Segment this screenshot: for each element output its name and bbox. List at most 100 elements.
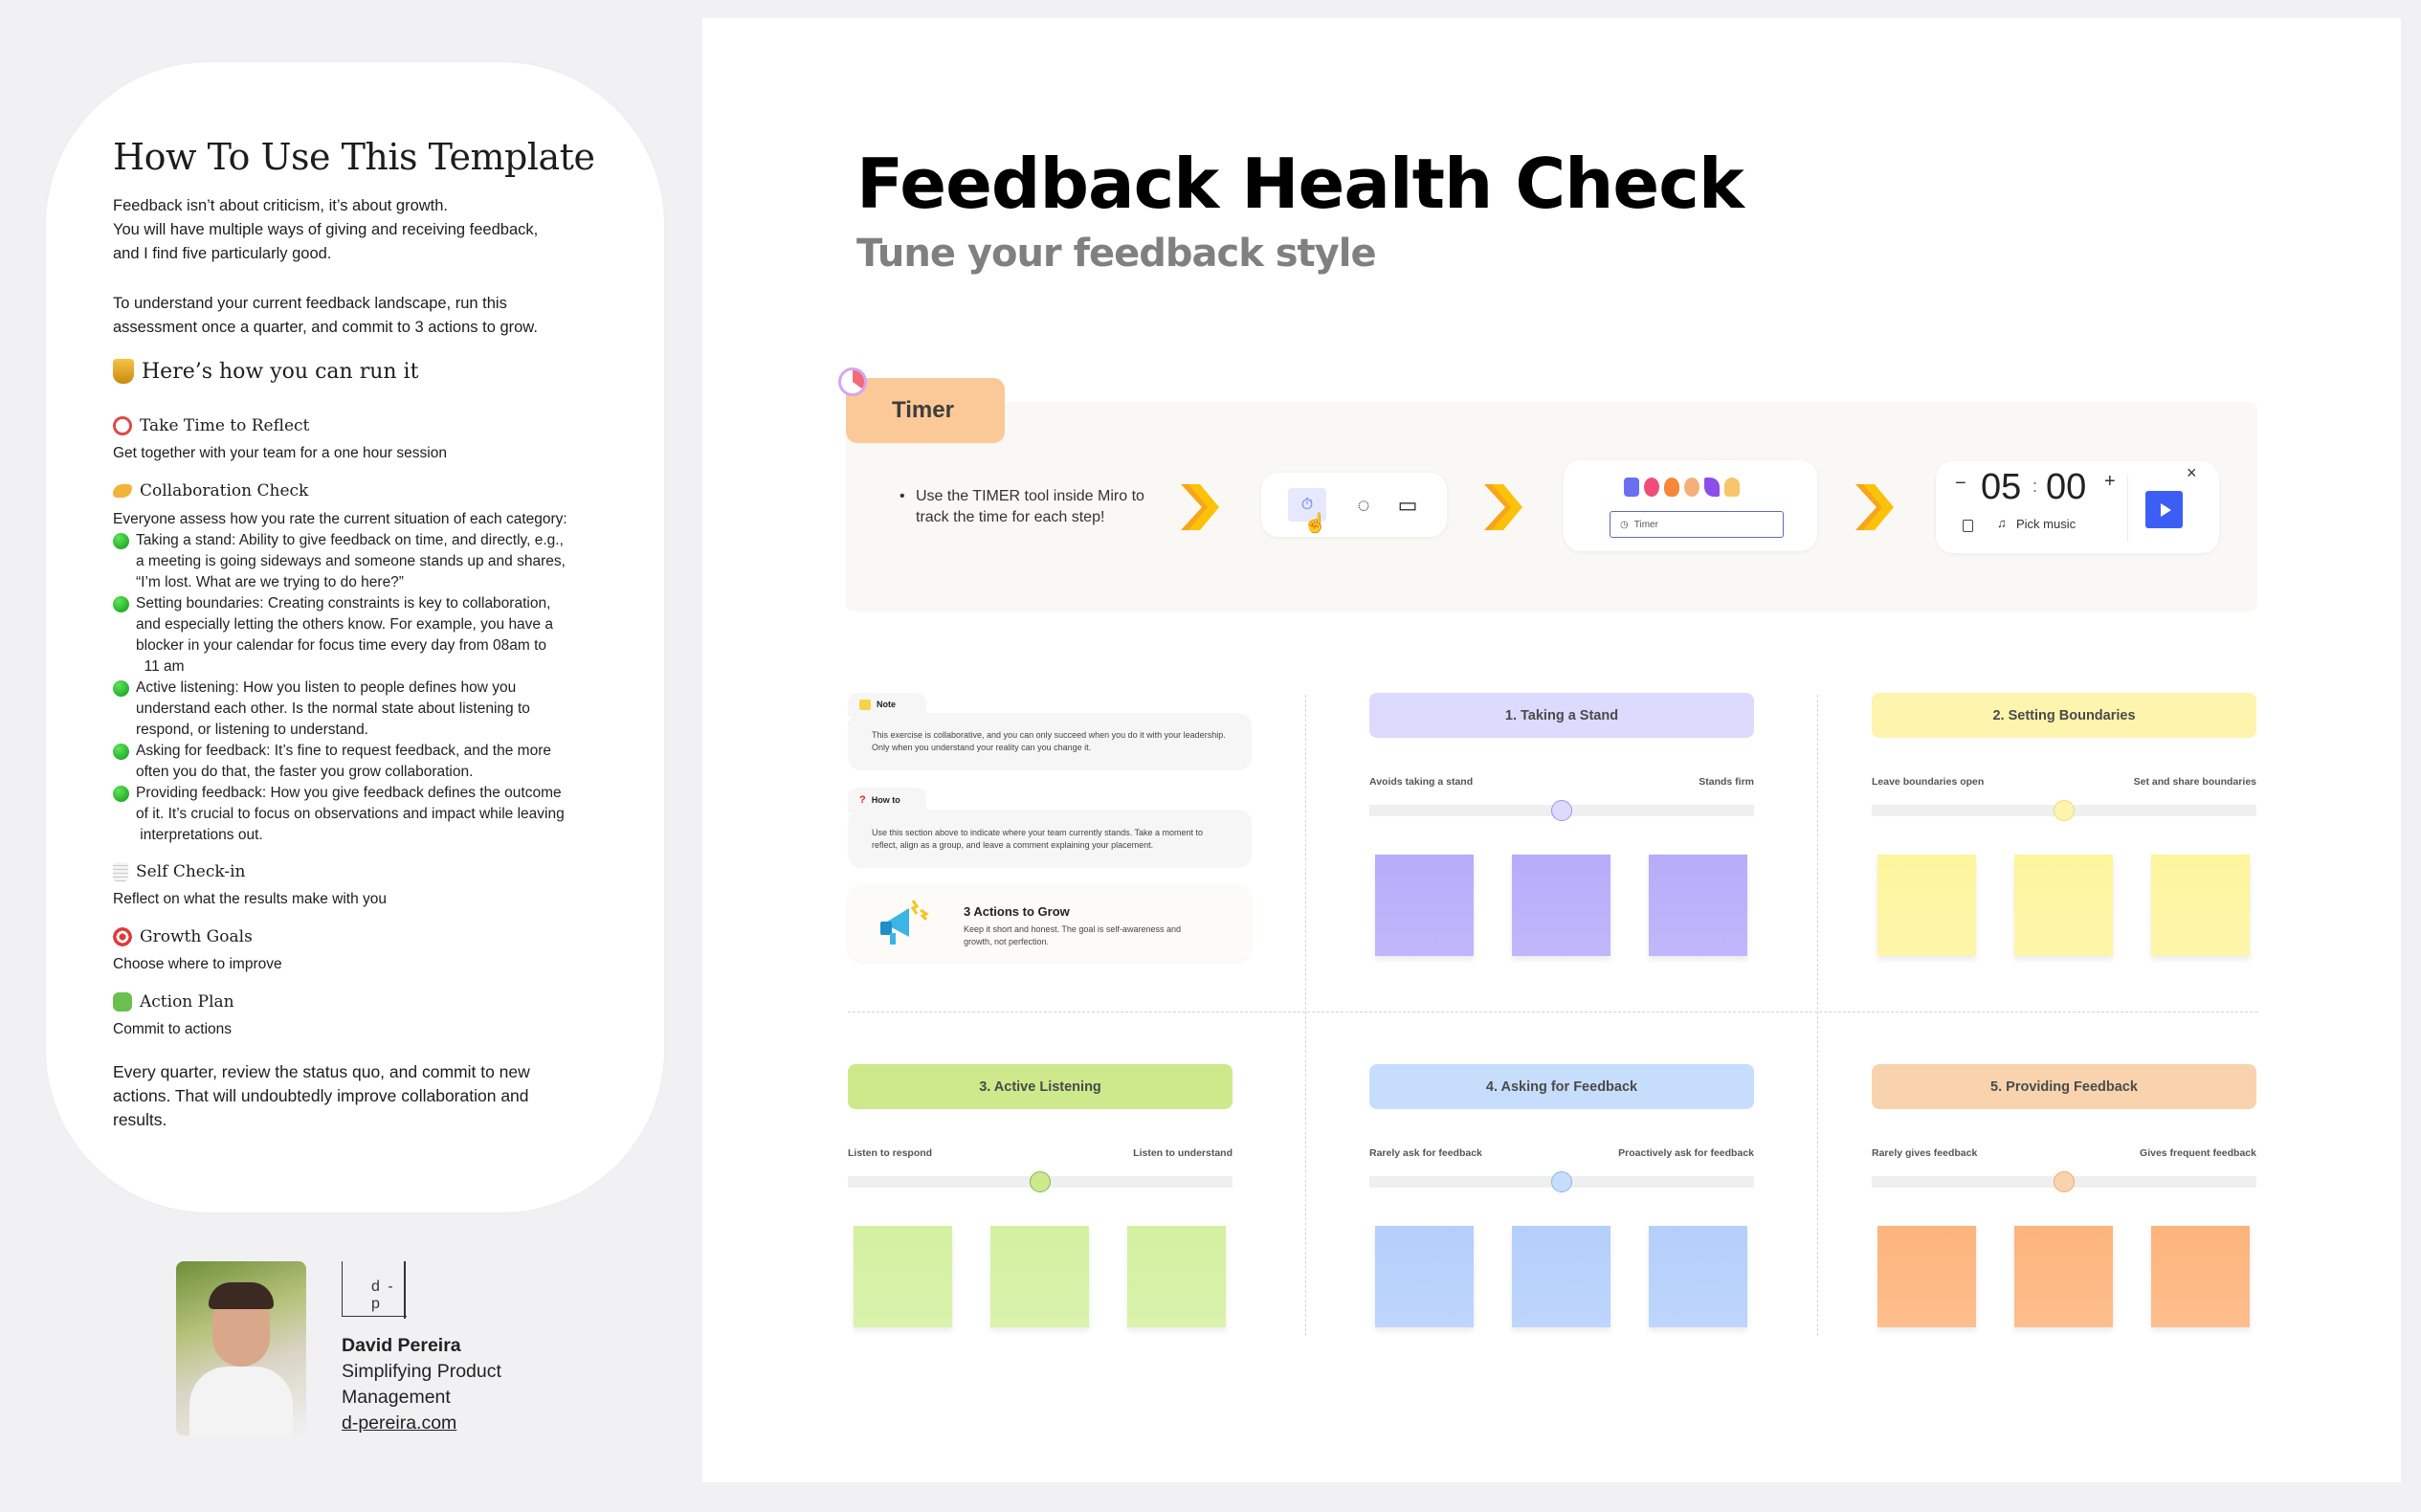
sticky-note[interactable]: [2151, 855, 2250, 956]
text-line: You will have multiple ways of giving an…: [113, 221, 539, 238]
category-title: 1. Taking a Stand: [1504, 707, 1619, 723]
hair-shape: [209, 1282, 274, 1309]
video-icon[interactable]: ▭: [1397, 492, 1418, 517]
thumbs-up-icon[interactable]: [1624, 478, 1639, 497]
timer-instruction: • Use the TIMER tool inside Miro to trac…: [900, 486, 1144, 528]
text-line: To understand your current feedback land…: [113, 295, 507, 312]
party-popper-icon[interactable]: [1704, 478, 1720, 497]
category-header: 3. Active Listening: [848, 1064, 1233, 1109]
text-line: Active listening: How you listen to peop…: [136, 679, 517, 696]
decrease-time-button[interactable]: −: [1955, 473, 1966, 494]
author-tagline: Management: [342, 1387, 451, 1408]
pick-music-button[interactable]: Pick music: [2016, 517, 2077, 531]
sticky-note[interactable]: [1649, 855, 1747, 956]
text-line: and I find five particularly good.: [113, 245, 332, 262]
puzzle-icon: [113, 992, 132, 1012]
logo-bar: [404, 1261, 406, 1319]
sticky-note[interactable]: [1877, 855, 1976, 956]
sticky-note[interactable]: [854, 1226, 952, 1327]
shirt-shape: [189, 1367, 293, 1435]
sticky-note[interactable]: [2014, 855, 2113, 956]
step-collaboration-check: Collaboration Check: [113, 481, 308, 500]
sticky-note[interactable]: [1877, 1226, 1976, 1327]
scale-left-label: Listen to respond: [848, 1147, 933, 1159]
scale-slider-thumb[interactable]: [1551, 1171, 1572, 1192]
howto-tab: ? How to: [848, 788, 926, 812]
heart-icon[interactable]: [1644, 478, 1659, 497]
sticky-note[interactable]: [1512, 1226, 1610, 1327]
wave-hand-icon[interactable]: [1724, 478, 1740, 497]
sticky-note[interactable]: [1375, 1226, 1474, 1327]
search-placeholder: Timer: [1633, 519, 1658, 530]
scale-left-label: Rarely gives feedback: [1872, 1147, 1978, 1159]
step-action-plan: Action Plan: [113, 992, 234, 1012]
step-title: Growth Goals: [140, 927, 253, 946]
text-line: assessment once a quarter, and commit to…: [113, 319, 538, 336]
author-info: David Pereira Simplifying Product Manage…: [342, 1333, 501, 1436]
sticky-note[interactable]: [990, 1226, 1089, 1327]
category-taking-a-stand: 1. Taking a Stand Avoids taking a stand St…: [1369, 693, 1754, 961]
sticky-note-icon: [859, 699, 871, 710]
scale-slider-thumb[interactable]: [2054, 800, 2075, 821]
step-desc: Choose where to improve: [113, 956, 282, 972]
mind-blown-icon[interactable]: [1684, 478, 1699, 497]
category-header: 5. Providing Feedback: [1872, 1064, 2256, 1109]
scale-left-label: Avoids taking a stand: [1369, 776, 1474, 788]
hand-cursor-icon: ☝: [1303, 513, 1327, 534]
category-header: 1. Taking a Stand: [1369, 693, 1754, 738]
notepad-icon: [113, 862, 128, 881]
scale-slider-thumb[interactable]: [2054, 1171, 2075, 1192]
chevron-right-icon: [1181, 484, 1219, 530]
fire-icon[interactable]: [1664, 478, 1679, 497]
add-to-board-icon[interactable]: [1963, 520, 1973, 532]
text-line: Setting boundaries: Creating constraints…: [136, 595, 551, 611]
text-line: reflect, align as a group, and leave a c…: [872, 840, 1154, 850]
bullet-active-listening: Active listening: How you listen to peop…: [113, 678, 566, 741]
chat-icon[interactable]: ◌: [1357, 492, 1370, 517]
sticky-note[interactable]: [1512, 855, 1610, 956]
howto-card: Use this section above to indicate where…: [848, 810, 1252, 868]
time-separator: :: [2032, 477, 2038, 496]
scale-slider-thumb[interactable]: [1551, 800, 1572, 821]
category-title: 4. Asking for Feedback: [1485, 1078, 1638, 1095]
text-line: Use the TIMER tool inside Miro to: [916, 488, 1144, 504]
text-line: blocker in your calendar for focus time …: [136, 637, 547, 654]
scale-right-label: Stands firm: [1699, 776, 1754, 788]
run-heading: Here’s how you can run it: [113, 359, 418, 384]
close-button[interactable]: ×: [2187, 463, 2197, 482]
sticky-note[interactable]: [1649, 1226, 1747, 1327]
increase-time-button[interactable]: +: [2104, 471, 2116, 492]
category-providing-feedback: 5. Providing Feedback Rarely gives feedba…: [1872, 1064, 2256, 1332]
bullet-asking-for-feedback: Asking for feedback: It’s fine to reques…: [113, 741, 566, 783]
author-website-link[interactable]: d-pereira.com: [342, 1412, 457, 1434]
text-line: growth, not perfection.: [964, 937, 1050, 946]
step-growth-goals: Growth Goals: [113, 927, 253, 946]
page-subtitle: Tune your feedback style: [856, 232, 1377, 276]
category-bullets: Taking a stand: Ability to give feedback…: [113, 530, 566, 846]
category-title: 5. Providing Feedback: [1990, 1078, 2138, 1095]
target-icon: [113, 927, 132, 946]
category-title: 3. Active Listening: [979, 1078, 1101, 1095]
author-photo: [176, 1261, 306, 1435]
music-note-icon: ♫: [1997, 516, 2007, 530]
scale-slider-thumb[interactable]: [1030, 1171, 1051, 1192]
start-timer-button[interactable]: [2145, 491, 2183, 528]
chevron-right-icon: [1484, 484, 1522, 530]
alarm-clock-icon: [113, 416, 132, 435]
step-desc: Reflect on what the results make with yo…: [113, 891, 388, 907]
sticky-note[interactable]: [2014, 1226, 2113, 1327]
sticky-note[interactable]: [1375, 855, 1474, 956]
text-line: and especially letting the others know. …: [136, 616, 553, 633]
sticky-note[interactable]: [1127, 1226, 1226, 1327]
seconds-value[interactable]: 00: [2046, 467, 2087, 507]
minutes-value[interactable]: 05: [1981, 467, 2022, 507]
sticky-note[interactable]: [2151, 1226, 2250, 1327]
author-tagline: Simplifying Product: [342, 1361, 501, 1382]
reactions-search-card: ◷ Timer: [1564, 460, 1817, 551]
timer-search-input[interactable]: ◷ Timer: [1610, 511, 1784, 538]
timer-tool-button[interactable]: ⏱: [1288, 488, 1326, 522]
text-line: track the time for each step!: [916, 509, 1105, 525]
text-line: interpretations out.: [136, 827, 263, 843]
scale-right-label: Listen to understand: [1133, 1147, 1233, 1159]
green-circle-icon: [113, 533, 129, 549]
